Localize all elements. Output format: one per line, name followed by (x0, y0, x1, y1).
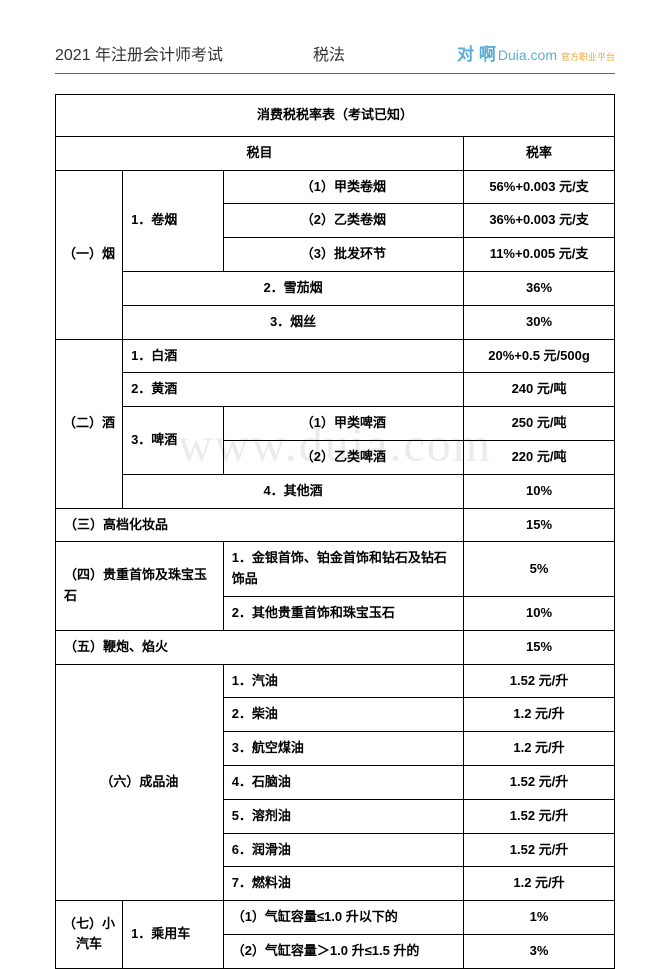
cat1-sub2-rate: 36% (464, 271, 615, 305)
table-row: （六）成品油 1．汽油 1.52 元/升 (56, 664, 615, 698)
cat1-sub1-a: （1）甲类卷烟 (223, 170, 463, 204)
header-title-main: 2021 年注册会计师考试 (55, 41, 223, 65)
table-row: （三）高档化妆品 15% (56, 508, 615, 542)
cat6-sub4: 4．石脑油 (223, 765, 463, 799)
logo-en: Duia.com (498, 47, 557, 63)
table-row: （二）酒 1．白酒 20%+0.5 元/500g (56, 339, 615, 373)
cat6-sub2: 2．柴油 (223, 698, 463, 732)
cat1-sub1-c: （3）批发环节 (223, 238, 463, 272)
table-row: 4．其他酒 10% (56, 474, 615, 508)
table-title: 消费税税率表（考试已知） (56, 95, 615, 137)
cat1-sub3: 3．烟丝 (123, 305, 464, 339)
cat6-sub1: 1．汽油 (223, 664, 463, 698)
cat4-sub1-rate: 5% (464, 542, 615, 597)
table-row: 3．烟丝 30% (56, 305, 615, 339)
cat2-sub3-a: （1）甲类啤酒 (223, 407, 463, 441)
cat6-sub7: 7．燃料油 (223, 867, 463, 901)
cat6-sub7-rate: 1.2 元/升 (464, 867, 615, 901)
cat1-sub1-b: （2）乙类卷烟 (223, 204, 463, 238)
cat2-sub2-rate: 240 元/吨 (464, 373, 615, 407)
cat5-rate: 15% (464, 630, 615, 664)
cat6-sub5-rate: 1.52 元/升 (464, 799, 615, 833)
cat7-sub1-a: （1）气缸容量≤1.0 升以下的 (223, 901, 463, 935)
cat7-sub1: 1．乘用车 (123, 901, 224, 969)
cat7-sub1-b-rate: 3% (464, 934, 615, 968)
cat7: （七）小汽车 (56, 901, 123, 969)
table-row: （一）烟 1．卷烟 （1）甲类卷烟 56%+0.003 元/支 (56, 170, 615, 204)
page-header: 2021 年注册会计师考试 税法 对 啊 Duia.com 官方职业平台 (55, 40, 615, 74)
table-row: 2．雪茄烟 36% (56, 271, 615, 305)
cat1-sub1-b-rate: 36%+0.003 元/支 (464, 204, 615, 238)
table-title-row: 消费税税率表（考试已知） (56, 95, 615, 137)
cat6-sub3-rate: 1.2 元/升 (464, 732, 615, 766)
cat2-sub1-rate: 20%+0.5 元/500g (464, 339, 615, 373)
logo-cn: 对 啊 (457, 40, 496, 65)
cat6-sub4-rate: 1.52 元/升 (464, 765, 615, 799)
cat1-sub3-rate: 30% (464, 305, 615, 339)
header-item: 税目 (56, 136, 464, 170)
cat6-sub6: 6．润滑油 (223, 833, 463, 867)
cat1-sub1-c-rate: 11%+0.005 元/支 (464, 238, 615, 272)
cat2-sub3: 3．啤酒 (123, 407, 224, 475)
cat1-sub2: 2．雪茄烟 (123, 271, 464, 305)
cat4-sub2: 2．其他贵重首饰和珠宝玉石 (223, 596, 463, 630)
table-row: （七）小汽车 1．乘用车 （1）气缸容量≤1.0 升以下的 1% (56, 901, 615, 935)
cat7-sub1-b: （2）气缸容量＞1.0 升≤1.5 升的 (223, 934, 463, 968)
cat1-sub1-a-rate: 56%+0.003 元/支 (464, 170, 615, 204)
cat2-sub2: 2．黄酒 (123, 373, 464, 407)
cat2: （二）酒 (56, 339, 123, 508)
cat3-rate: 15% (464, 508, 615, 542)
cat2-sub4: 4．其他酒 (123, 474, 464, 508)
cat1: （一）烟 (56, 170, 123, 339)
tax-rate-table: 消费税税率表（考试已知） 税目 税率 （一）烟 1．卷烟 （1）甲类卷烟 56%… (55, 94, 615, 969)
table-row: 3．啤酒 （1）甲类啤酒 250 元/吨 (56, 407, 615, 441)
table-row: （五）鞭炮、焰火 15% (56, 630, 615, 664)
cat6: （六）成品油 (56, 664, 224, 901)
cat4-sub1: 1．金银首饰、铂金首饰和钻石及钻石饰品 (223, 542, 463, 597)
table-row: （四）贵重首饰及珠宝玉石 1．金银首饰、铂金首饰和钻石及钻石饰品 5% (56, 542, 615, 597)
logo-sub: 官方职业平台 (561, 50, 615, 63)
cat4-sub2-rate: 10% (464, 596, 615, 630)
cat5: （五）鞭炮、焰火 (56, 630, 464, 664)
cat2-sub3-b: （2）乙类啤酒 (223, 440, 463, 474)
header-left: 2021 年注册会计师考试 税法 (55, 41, 345, 65)
cat2-sub3-a-rate: 250 元/吨 (464, 407, 615, 441)
cat6-sub2-rate: 1.2 元/升 (464, 698, 615, 732)
cat6-sub1-rate: 1.52 元/升 (464, 664, 615, 698)
header-rate: 税率 (464, 136, 615, 170)
cat7-sub1-a-rate: 1% (464, 901, 615, 935)
cat2-sub3-b-rate: 220 元/吨 (464, 440, 615, 474)
cat3: （三）高档化妆品 (56, 508, 464, 542)
cat6-sub5: 5．溶剂油 (223, 799, 463, 833)
logo: 对 啊 Duia.com 官方职业平台 (457, 40, 615, 65)
cat2-sub1: 1．白酒 (123, 339, 464, 373)
cat1-sub1: 1．卷烟 (123, 170, 224, 271)
header-title-subject: 税法 (313, 41, 345, 65)
table-header-row: 税目 税率 (56, 136, 615, 170)
cat6-sub6-rate: 1.52 元/升 (464, 833, 615, 867)
cat2-sub4-rate: 10% (464, 474, 615, 508)
cat4: （四）贵重首饰及珠宝玉石 (56, 542, 224, 630)
table-row: 2．黄酒 240 元/吨 (56, 373, 615, 407)
cat6-sub3: 3．航空煤油 (223, 732, 463, 766)
